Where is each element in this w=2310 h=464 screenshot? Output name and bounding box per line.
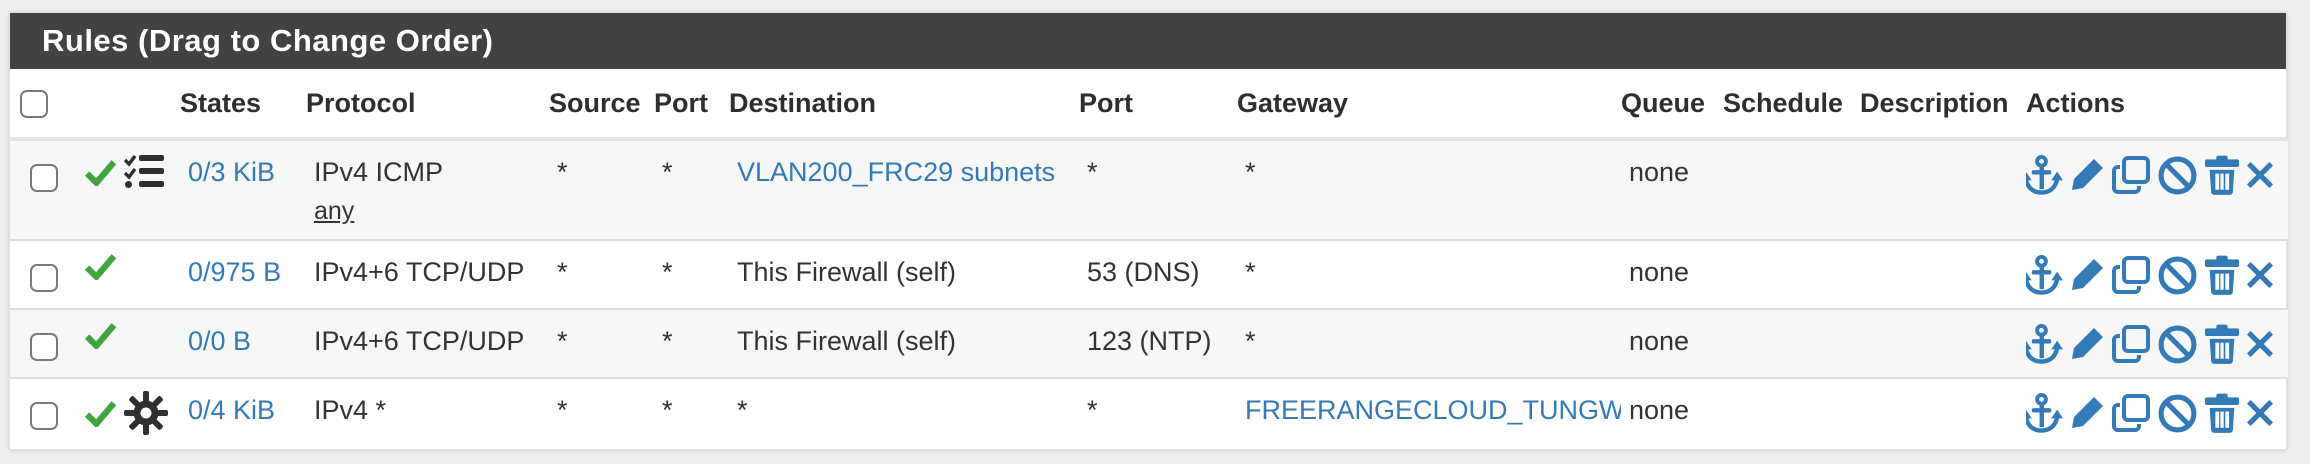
destination-link[interactable]: VLAN200_FRC29 subnets: [737, 157, 1056, 187]
table-row[interactable]: 0/4 KiB IPv4 * * * * * FREERANGECLOUD_TU…: [10, 377, 2288, 449]
schedule-text: [1723, 308, 1860, 378]
pass-check-icon: [84, 400, 117, 427]
copy-icon[interactable]: [2111, 155, 2151, 195]
ban-icon[interactable]: [2157, 155, 2198, 196]
col-header-schedule: Schedule: [1723, 69, 1860, 141]
anchor-icon[interactable]: [2026, 154, 2063, 197]
table-header-row: States Protocol Source Port Destination …: [10, 69, 2288, 141]
page-title: Rules (Drag to Change Order): [10, 13, 2286, 69]
pencil-icon[interactable]: [2069, 257, 2105, 293]
trash-icon[interactable]: [2204, 255, 2240, 296]
times-icon[interactable]: [2246, 161, 2274, 189]
protocol-detail-text: any: [314, 197, 355, 225]
states-link[interactable]: 0/975 B: [188, 257, 282, 287]
col-header-protocol: Protocol: [306, 69, 549, 141]
copy-icon[interactable]: [2111, 393, 2151, 433]
gear-icon: [124, 391, 168, 435]
source-port-text: *: [654, 239, 729, 309]
destination-port-text: 53 (DNS): [1079, 239, 1237, 309]
times-icon[interactable]: [2246, 261, 2274, 289]
source-port-text: *: [654, 377, 729, 449]
row-select-checkbox[interactable]: [30, 263, 58, 292]
source-text: *: [549, 308, 654, 378]
tasks-icon: [124, 153, 164, 191]
ban-icon[interactable]: [2157, 393, 2198, 434]
description-text: [1860, 138, 2026, 240]
col-header-destination-port: Port: [1079, 69, 1237, 141]
destination-text: This Firewall (self): [729, 308, 1079, 378]
table-row[interactable]: 0/0 B IPv4+6 TCP/UDP * * This Firewall (…: [10, 308, 2288, 378]
description-text: [1860, 377, 2026, 449]
col-header-state-icons: [76, 69, 180, 141]
queue-text: none: [1621, 377, 1723, 449]
schedule-text: [1723, 377, 1860, 449]
table-row[interactable]: 0/975 B IPv4+6 TCP/UDP * * This Firewall…: [10, 239, 2288, 309]
col-header-description: Description: [1860, 69, 2026, 141]
rules-table: States Protocol Source Port Destination …: [10, 69, 2288, 449]
gateway-text: *: [1237, 138, 1621, 240]
source-text: *: [549, 239, 654, 309]
source-text: *: [549, 138, 654, 240]
description-text: [1860, 308, 2026, 378]
gateway-link[interactable]: FREERANGECLOUD_TUNGW: [1245, 395, 1621, 425]
col-header-destination: Destination: [729, 69, 1079, 141]
pass-check-icon: [84, 253, 117, 280]
schedule-text: [1723, 239, 1860, 309]
states-link[interactable]: 0/4 KiB: [188, 395, 276, 425]
anchor-icon[interactable]: [2026, 392, 2063, 435]
select-all-checkbox[interactable]: [20, 90, 48, 119]
pencil-icon[interactable]: [2069, 326, 2105, 362]
destination-port-text: *: [1079, 377, 1237, 449]
col-header-states: States: [180, 69, 306, 141]
row-select-checkbox[interactable]: [30, 401, 58, 430]
col-header-source: Source: [549, 69, 654, 141]
times-icon[interactable]: [2246, 330, 2274, 358]
pencil-icon[interactable]: [2069, 395, 2105, 431]
pencil-icon[interactable]: [2069, 157, 2105, 193]
trash-icon[interactable]: [2204, 393, 2240, 434]
trash-icon[interactable]: [2204, 155, 2240, 196]
copy-icon[interactable]: [2111, 324, 2151, 364]
destination-port-text: 123 (NTP): [1079, 308, 1237, 378]
states-link[interactable]: 0/0 B: [188, 326, 252, 356]
source-text: *: [549, 377, 654, 449]
source-port-text: *: [654, 308, 729, 378]
row-select-checkbox[interactable]: [30, 163, 58, 192]
gateway-text: *: [1237, 239, 1621, 309]
queue-text: none: [1621, 239, 1723, 309]
destination-port-text: *: [1079, 138, 1237, 240]
trash-icon[interactable]: [2204, 324, 2240, 365]
col-header-actions: Actions: [2026, 69, 2288, 141]
col-header-gateway: Gateway: [1237, 69, 1621, 141]
queue-text: none: [1621, 308, 1723, 378]
anchor-icon[interactable]: [2026, 254, 2063, 297]
gateway-text: *: [1237, 308, 1621, 378]
protocol-text: IPv4 *: [306, 377, 549, 449]
states-link[interactable]: 0/3 KiB: [188, 157, 276, 187]
destination-text: This Firewall (self): [729, 239, 1079, 309]
table-row[interactable]: 0/3 KiB IPv4 ICMP any * * VLAN200_FRC29 …: [10, 138, 2288, 240]
col-header-source-port: Port: [654, 69, 729, 141]
description-text: [1860, 239, 2026, 309]
pass-check-icon: [84, 322, 117, 349]
rules-panel: Rules (Drag to Change Order) States Prot…: [9, 12, 2288, 450]
schedule-text: [1723, 138, 1860, 240]
col-header-queue: Queue: [1621, 69, 1723, 141]
queue-text: none: [1621, 138, 1723, 240]
protocol-text: IPv4+6 TCP/UDP: [306, 239, 549, 309]
anchor-icon[interactable]: [2026, 323, 2063, 366]
protocol-text: IPv4+6 TCP/UDP: [306, 308, 549, 378]
protocol-text: IPv4 ICMP: [314, 157, 444, 187]
source-port-text: *: [654, 138, 729, 240]
times-icon[interactable]: [2246, 399, 2274, 427]
pass-check-icon: [84, 159, 117, 186]
destination-text: *: [729, 377, 1079, 449]
ban-icon[interactable]: [2157, 255, 2198, 296]
ban-icon[interactable]: [2157, 324, 2198, 365]
row-select-checkbox[interactable]: [30, 332, 58, 361]
copy-icon[interactable]: [2111, 255, 2151, 295]
